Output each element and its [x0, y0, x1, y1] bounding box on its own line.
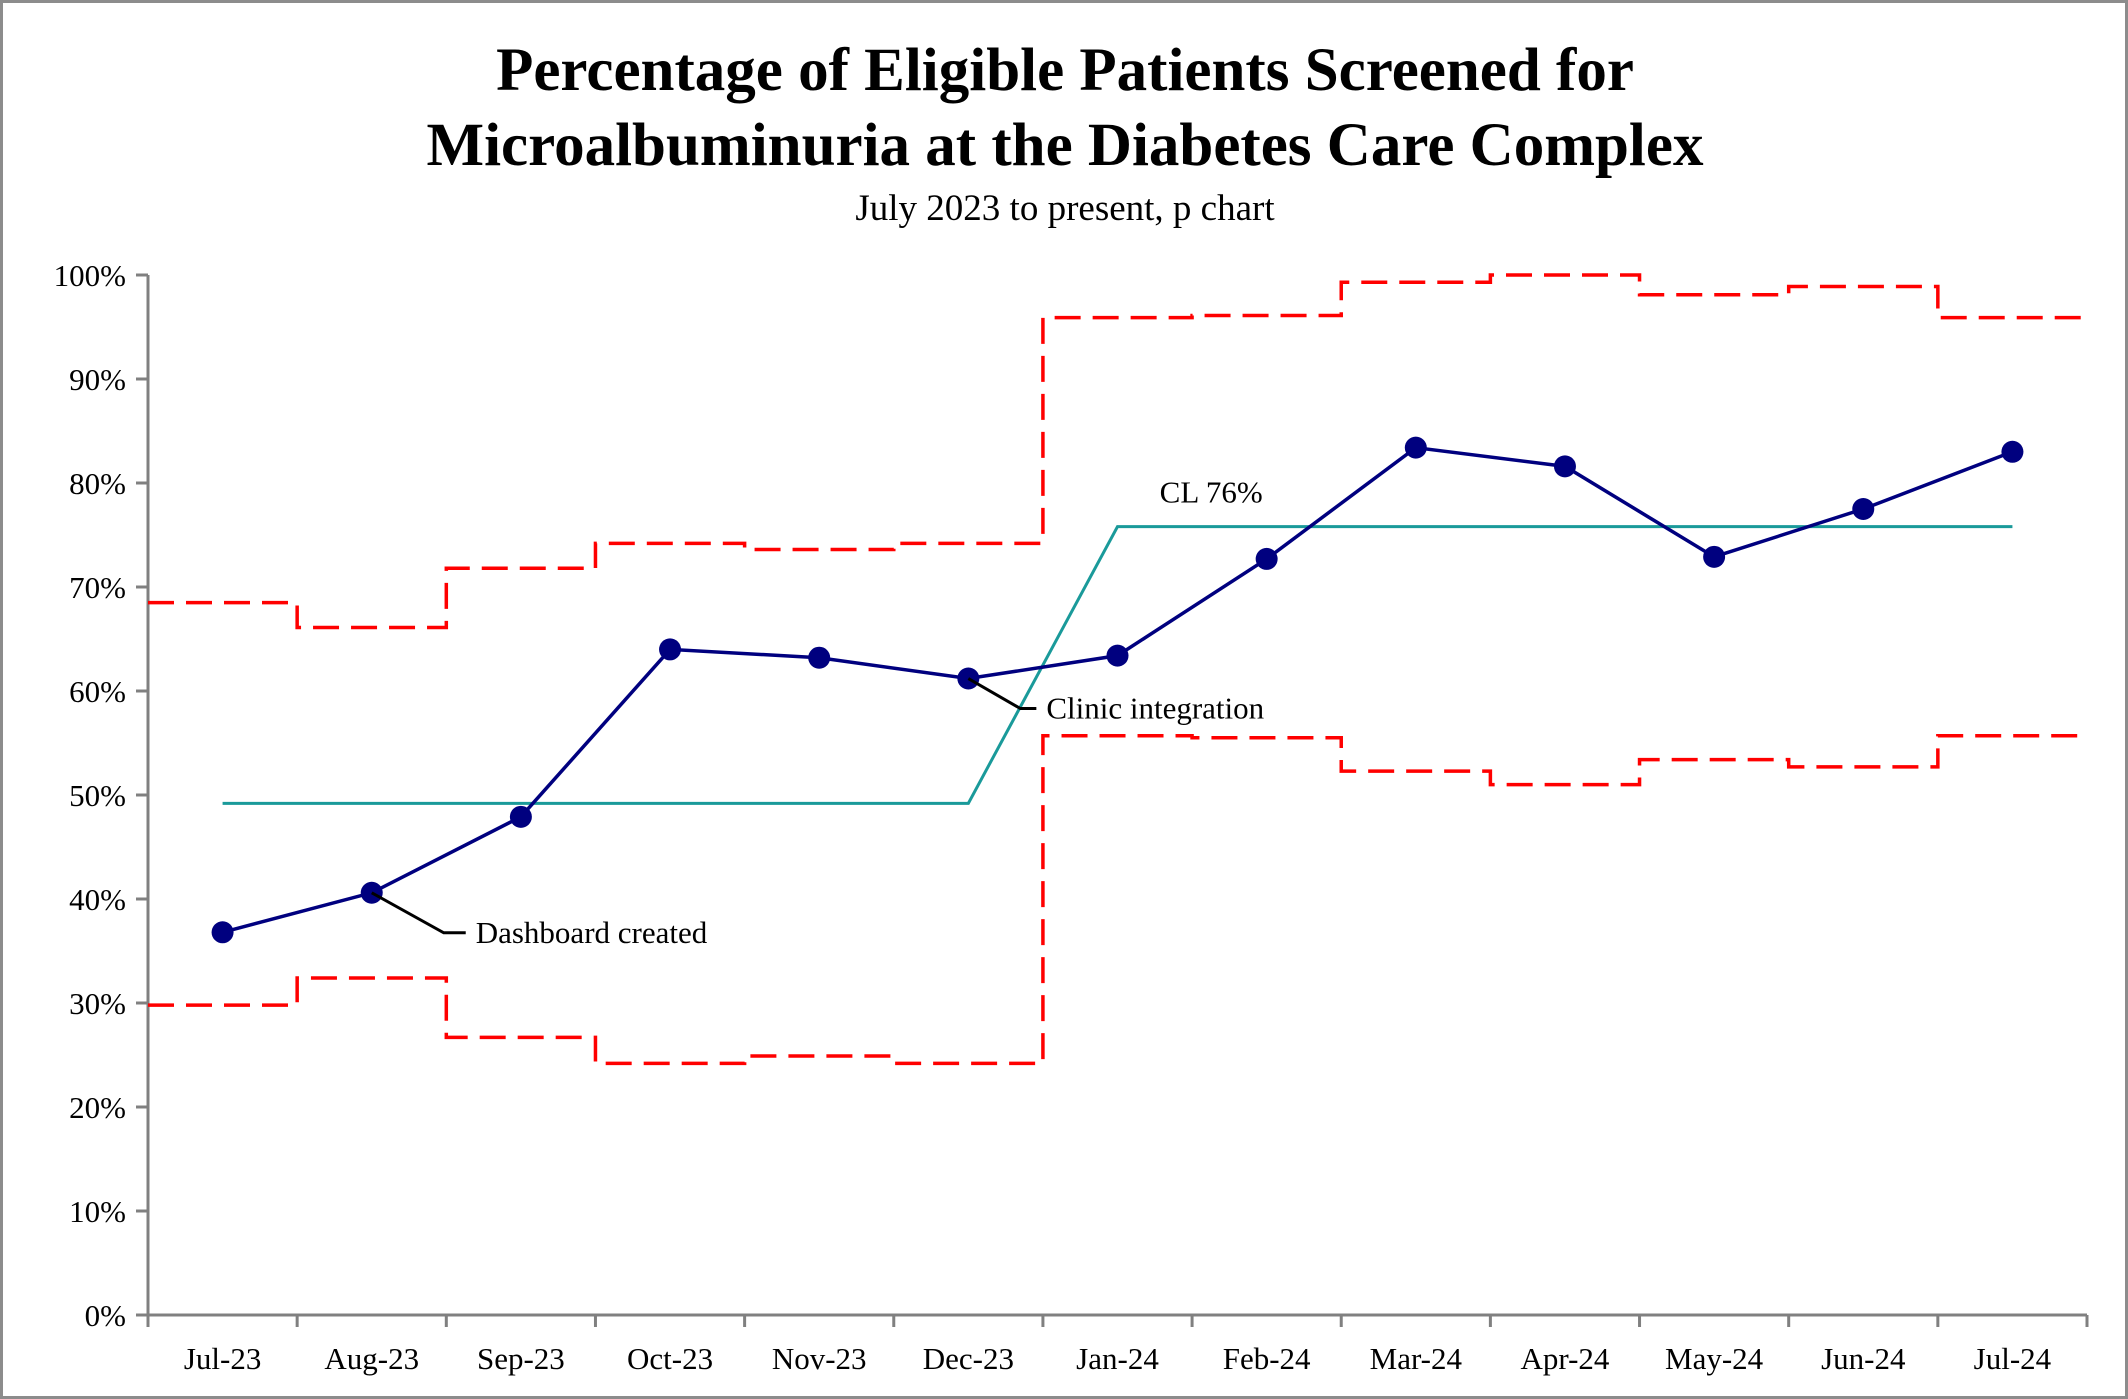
x-tick-label: Apr-24 — [1521, 1341, 1610, 1376]
x-tick-label: Nov-23 — [772, 1341, 867, 1376]
data-point — [808, 646, 831, 669]
data-point — [1106, 644, 1129, 667]
x-tick-label: Mar-24 — [1370, 1341, 1463, 1376]
y-tick-label: 60% — [69, 674, 126, 709]
center-line — [222, 525, 2013, 805]
chart-subtitle: July 2023 to present, p chart — [855, 188, 1275, 229]
x-tick-label: Aug-23 — [324, 1341, 419, 1376]
x-tick-label: Jan-24 — [1076, 1341, 1159, 1376]
annotation-center-line-value: CL 76% — [1160, 475, 1263, 510]
data-point — [1404, 436, 1427, 459]
axes: 0% 10% 20% 30% 40% 50% 60% 70% 80% 90% 100% Jul-23 A… — [54, 258, 2089, 1376]
chart-title-line-1: Percentage of Eligible Patients Screened… — [496, 37, 1634, 104]
x-tick-label: Jul-23 — [184, 1341, 262, 1376]
y-tick-label: 50% — [69, 778, 126, 813]
x-tick-label: May-24 — [1665, 1341, 1764, 1376]
annotation-clinic-integration: Clinic integration — [1046, 691, 1264, 726]
upper-limit-line — [148, 273, 2087, 630]
y-tick-label: 100% — [54, 258, 126, 293]
data-point — [1255, 547, 1278, 570]
data-point — [1703, 545, 1726, 568]
data-series — [211, 436, 2024, 944]
data-point — [211, 921, 234, 944]
x-tick-label: Feb-24 — [1223, 1341, 1311, 1376]
x-tick-label: Sep-23 — [477, 1341, 565, 1376]
data-point — [1553, 455, 1576, 478]
y-tick-label: 40% — [69, 882, 126, 917]
control-limits — [148, 273, 2087, 1066]
annotation-dashboard-created: Dashboard created — [476, 915, 708, 950]
y-tick-label: 0% — [85, 1298, 126, 1333]
data-point — [659, 638, 682, 661]
p-chart: Percentage of Eligible Patients Screened… — [54, 37, 2089, 1376]
center-line-path — [222, 525, 2013, 805]
y-tick-label: 70% — [69, 570, 126, 605]
y-tick-label: 80% — [69, 466, 126, 501]
annotations: Dashboard created Clinic integration CL 76… — [371, 475, 1265, 950]
x-tick-label: Jul-24 — [1974, 1341, 2052, 1376]
lower-limit-line — [148, 733, 2087, 1066]
x-tick-label: Oct-23 — [627, 1341, 713, 1376]
data-point — [1852, 498, 1875, 520]
annotation-leader-clinic — [967, 677, 1037, 711]
y-tick-label: 30% — [69, 986, 126, 1021]
data-point — [2001, 440, 2024, 463]
annotation-leader-dashboard — [371, 891, 466, 935]
y-tick-label: 90% — [69, 362, 126, 397]
y-tick-label: 10% — [69, 1194, 126, 1229]
x-tick-label: Dec-23 — [923, 1341, 1014, 1376]
y-tick-label: 20% — [69, 1090, 126, 1125]
chart-title-line-2: Microalbuminuria at the Diabetes Care Co… — [427, 112, 1704, 179]
x-tick-label: Jun-24 — [1821, 1341, 1906, 1376]
data-point — [509, 805, 532, 828]
